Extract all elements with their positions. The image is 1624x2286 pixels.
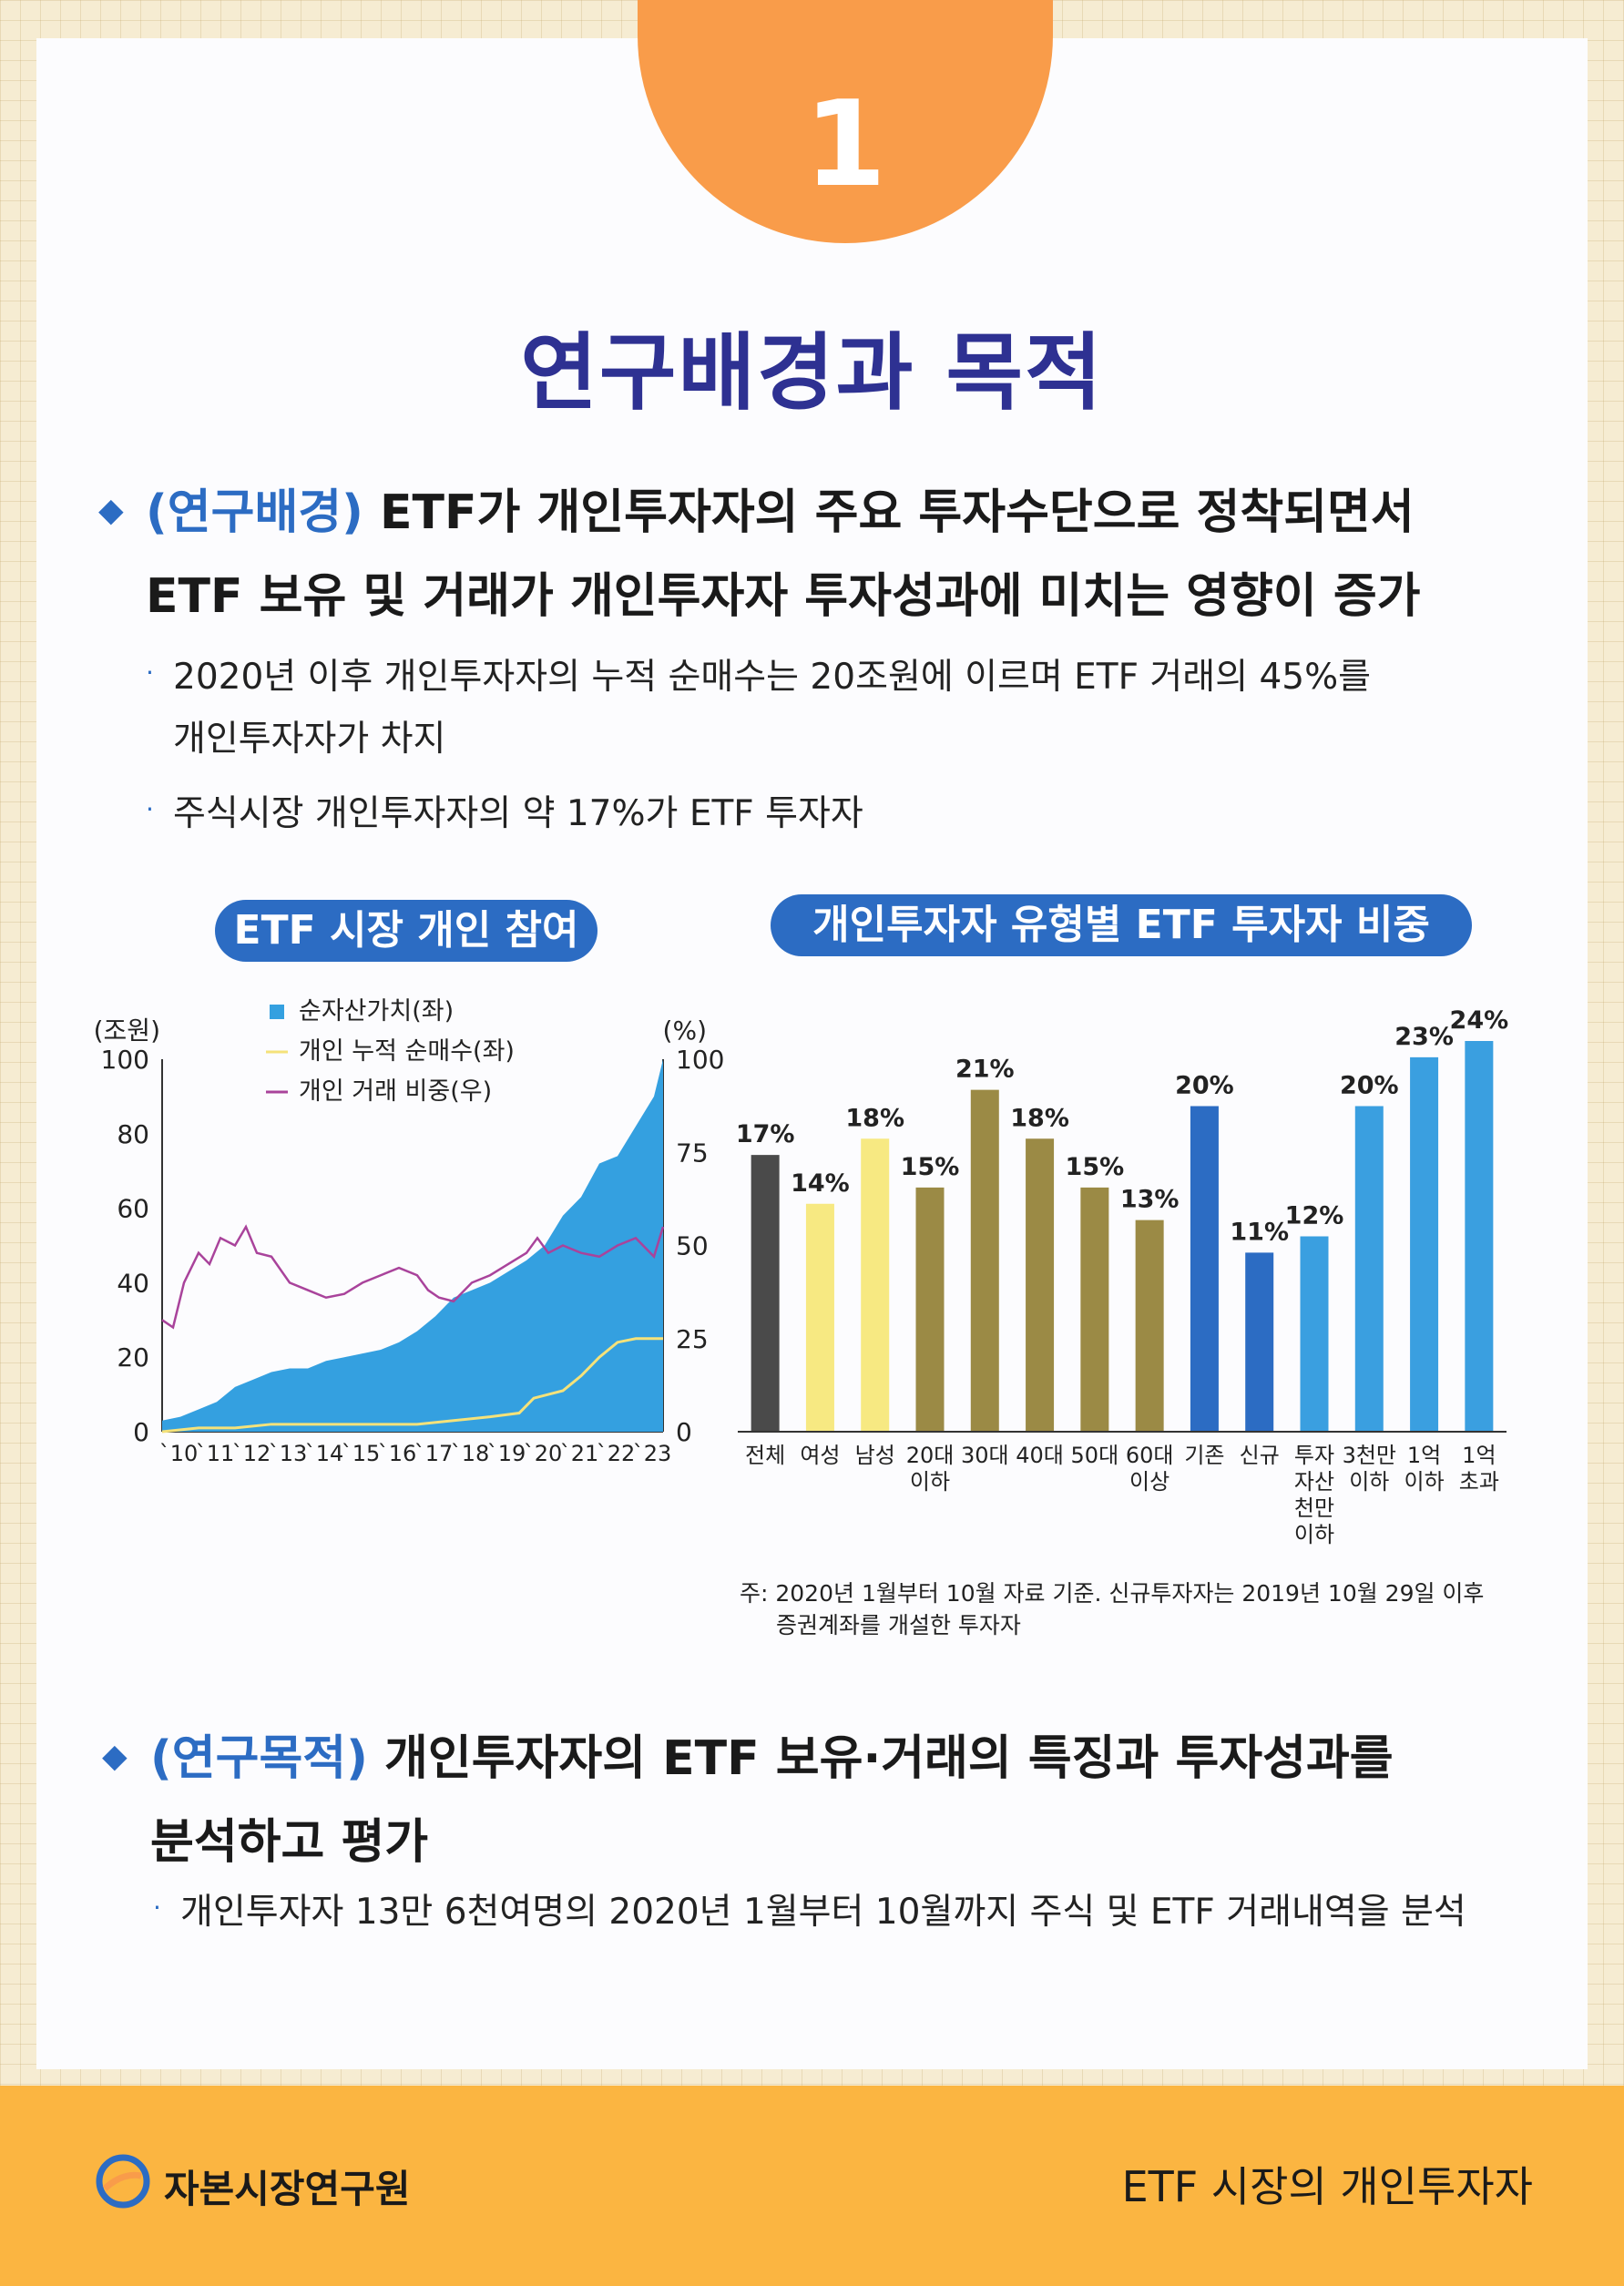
background-heading-text: ETF가 개인투자자의 주요 투자수단으로 정착되면서 xyxy=(363,485,1415,540)
purpose-bullet: 개인투자자 13만 6천여명의 2020년 1월부터 10월까지 주식 및 ET… xyxy=(180,1892,1466,1933)
background-tag: (연구배경) xyxy=(146,485,363,540)
background-bullet-1-cont: 개인투자자가 차지 xyxy=(173,719,446,760)
background-bullet-1: 2020년 이후 개인투자자의 누적 순매수는 20조원에 이르며 ETF 거래… xyxy=(173,657,1372,698)
diamond-bullet-icon: ◆ xyxy=(98,492,124,529)
org-name: 자본시장연구원 xyxy=(164,2167,411,2211)
content-card: 1 xyxy=(36,0,1588,2069)
purpose-heading-line1: (연구목적) 개인투자자의 ETF 보유·거래의 특징과 투자성과를 xyxy=(150,1720,1394,1788)
page-title: 연구배경과 목적 xyxy=(520,324,1104,422)
diamond-bullet-icon: ◆ xyxy=(102,1738,128,1775)
section-number-badge: 1 xyxy=(638,0,1053,243)
chart-note-line1: 주: 2020년 1월부터 10월 자료 기준. 신규투자자는 2019년 10… xyxy=(740,1580,1485,1607)
purpose-heading-text: 개인투자자의 ETF 보유·거래의 특징과 투자성과를 xyxy=(367,1731,1394,1786)
section-number: 1 xyxy=(803,75,887,213)
left-chart-title: ETF 시장 개인 참여 xyxy=(215,900,598,962)
kcmi-logo-icon xyxy=(96,2154,150,2209)
chart-note-line2: 증권계좌를 개설한 투자자 xyxy=(776,1612,1021,1638)
right-chart-title: 개인투자자 유형별 ETF 투자자 비중 xyxy=(771,894,1472,956)
purpose-tag: (연구목적) xyxy=(150,1731,368,1786)
background-heading-line2: ETF 보유 및 거래가 개인투자자 투자성과에 미치는 영향이 증가 xyxy=(146,569,1421,624)
footer-topic: ETF 시장의 개인투자자 xyxy=(1121,2162,1533,2211)
background-heading-line1: (연구배경) ETF가 개인투자자의 주요 투자수단으로 정착되면서 xyxy=(146,474,1415,542)
bullet-dot-icon: · xyxy=(146,658,154,688)
bullet-dot-icon: · xyxy=(146,794,154,824)
bullet-dot-icon: · xyxy=(153,1893,161,1923)
footer-bar xyxy=(0,2086,1624,2286)
background-bullet-2: 주식시장 개인투자자의 약 17%가 ETF 투자자 xyxy=(173,793,863,834)
purpose-heading-line2: 분석하고 평가 xyxy=(150,1815,429,1870)
